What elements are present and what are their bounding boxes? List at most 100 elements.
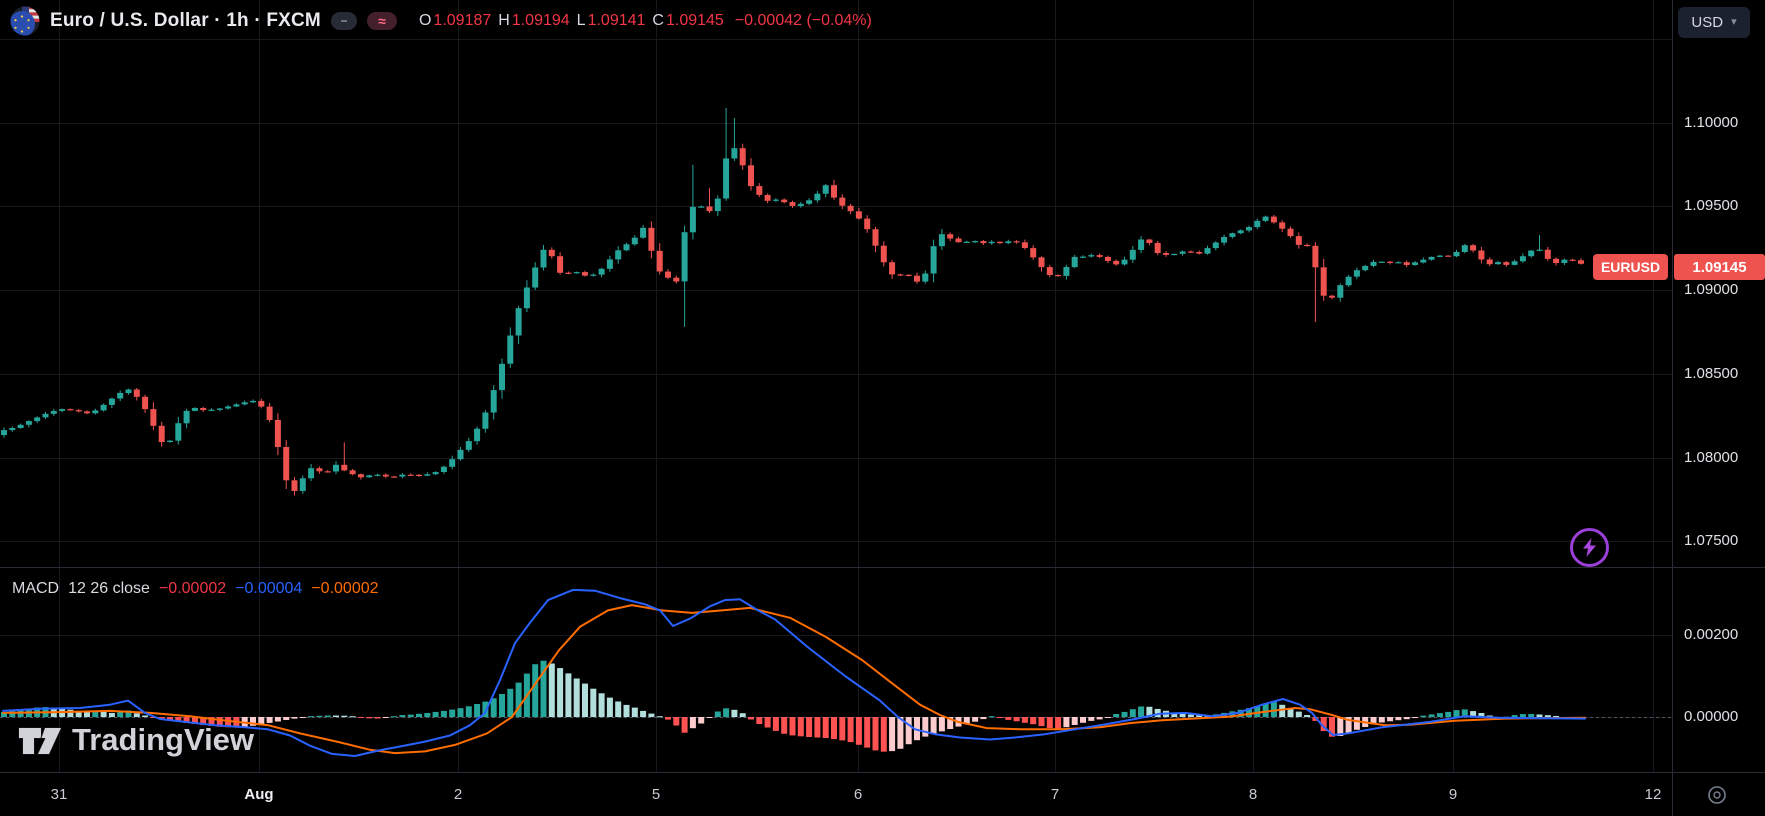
hist-bar xyxy=(1378,717,1385,723)
close-label: C xyxy=(652,12,664,29)
candle xyxy=(640,224,647,239)
hist-bar xyxy=(1030,717,1037,725)
candle xyxy=(963,240,970,243)
hist-bar xyxy=(366,717,373,719)
candle xyxy=(158,421,165,447)
last-price-text: 1.09145 xyxy=(1692,258,1747,276)
hist-bar xyxy=(299,717,306,718)
candle xyxy=(665,269,671,280)
hist-bar xyxy=(1287,708,1294,717)
candle xyxy=(59,408,66,413)
candle xyxy=(1254,218,1261,230)
macd-signal-value: −0.00002 xyxy=(311,580,379,597)
candle xyxy=(789,200,796,208)
candle xyxy=(797,202,804,208)
candle xyxy=(764,193,771,204)
hist-bar xyxy=(673,717,680,726)
macd-params: 12 26 close xyxy=(68,580,150,597)
candle xyxy=(714,195,721,217)
currency-dropdown[interactable]: USD ▾ xyxy=(1678,7,1750,38)
hist-bar xyxy=(250,717,256,726)
hist-bar xyxy=(1146,706,1153,717)
hist-bar xyxy=(1270,702,1277,717)
candle xyxy=(1436,254,1443,258)
candle xyxy=(814,190,821,203)
hist-bar xyxy=(1329,717,1335,737)
candle xyxy=(532,262,539,290)
hist-bar xyxy=(631,707,638,717)
candle xyxy=(100,403,107,412)
hist-bar xyxy=(324,715,331,717)
candle xyxy=(748,158,754,191)
candle xyxy=(656,243,663,275)
candle xyxy=(806,198,813,206)
hist-bar xyxy=(1113,714,1120,717)
time-axis-label: 31 xyxy=(50,786,68,803)
hist-bar xyxy=(1528,714,1535,717)
time-axis-label: 12 xyxy=(1644,786,1662,803)
candle xyxy=(582,270,588,277)
candle xyxy=(540,245,547,271)
hist-bar xyxy=(640,710,647,717)
hist-bar xyxy=(92,711,99,717)
symbol-badge-text: EURUSD xyxy=(1600,259,1661,275)
candle xyxy=(864,215,871,233)
hist-bar xyxy=(698,717,705,724)
hist-bar xyxy=(972,717,979,722)
hist-bar xyxy=(681,717,688,733)
macd-line-value: −0.00004 xyxy=(235,580,303,597)
hist-bar xyxy=(756,717,763,724)
hist-bar xyxy=(598,693,605,717)
hist-bar xyxy=(1304,715,1311,717)
candle xyxy=(449,455,456,470)
hist-bar xyxy=(1038,717,1045,727)
price-tick-label: 1.10000 xyxy=(1684,114,1739,131)
candle xyxy=(1179,250,1186,256)
hist-bar xyxy=(1445,711,1452,717)
candle xyxy=(822,184,829,198)
candle xyxy=(1088,253,1095,258)
hist-bar xyxy=(100,711,107,717)
hist-bar xyxy=(1312,717,1319,721)
candle xyxy=(1519,253,1526,263)
hist-bar xyxy=(565,673,572,717)
grid xyxy=(0,0,1672,772)
hist-bar xyxy=(623,704,630,717)
candle xyxy=(183,408,190,429)
high-value: 1.09194 xyxy=(511,12,570,29)
ohlc-row: O 1.09187 H 1.09194 L 1.09141 C 1.09145 −0.0… xyxy=(419,12,872,30)
candle xyxy=(316,466,323,474)
candle xyxy=(615,246,622,264)
indicator-toggle-approx[interactable]: ≈ xyxy=(366,12,397,30)
hist-bar xyxy=(142,715,149,717)
candle xyxy=(399,473,406,479)
candle xyxy=(34,416,41,424)
macd-signal-line xyxy=(2,604,1586,755)
candle xyxy=(75,409,82,413)
candle xyxy=(333,461,339,475)
candle xyxy=(50,408,57,416)
lightning-button[interactable] xyxy=(1570,528,1609,567)
candle xyxy=(191,407,198,412)
candles xyxy=(1,108,1584,496)
candle xyxy=(1196,250,1203,255)
candle xyxy=(623,242,630,252)
candle xyxy=(1304,243,1311,247)
hist-bar xyxy=(1187,714,1194,717)
candle xyxy=(1212,241,1219,251)
candle xyxy=(1030,245,1037,260)
symbol-title[interactable]: Euro / U.S. Dollar · 1h · FXCM xyxy=(50,10,321,31)
hist-bar xyxy=(125,710,132,717)
macd-title[interactable]: MACD xyxy=(12,580,60,597)
candle xyxy=(299,475,306,494)
candle xyxy=(499,358,505,399)
hist-bar xyxy=(283,717,290,720)
indicator-toggle-minus[interactable]: − xyxy=(330,12,357,30)
hist-bar xyxy=(499,694,505,717)
candle xyxy=(889,259,896,279)
candle xyxy=(980,240,987,245)
clock-button[interactable] xyxy=(1707,785,1727,805)
hist-bar xyxy=(416,713,422,717)
hist-bar xyxy=(407,714,414,717)
